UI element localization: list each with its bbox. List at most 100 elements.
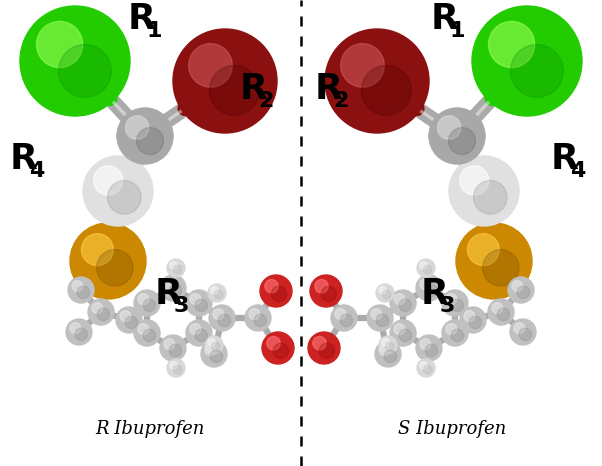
Text: R: R	[10, 142, 38, 176]
Circle shape	[81, 233, 113, 266]
Circle shape	[173, 265, 182, 274]
Circle shape	[186, 320, 212, 346]
Text: R: R	[155, 277, 183, 311]
Text: 4: 4	[29, 161, 44, 181]
Circle shape	[423, 265, 432, 274]
Circle shape	[451, 299, 464, 312]
Circle shape	[254, 314, 267, 327]
Circle shape	[341, 43, 384, 87]
Text: R: R	[315, 72, 343, 106]
Circle shape	[510, 44, 563, 97]
Circle shape	[271, 286, 287, 302]
Circle shape	[460, 307, 486, 333]
Circle shape	[68, 277, 94, 303]
Circle shape	[96, 250, 133, 286]
Circle shape	[517, 286, 530, 299]
Circle shape	[361, 65, 411, 115]
Circle shape	[382, 290, 391, 299]
Circle shape	[449, 156, 519, 226]
Circle shape	[371, 308, 382, 320]
Circle shape	[245, 305, 271, 331]
Circle shape	[375, 341, 401, 367]
Circle shape	[70, 223, 146, 299]
Circle shape	[321, 286, 337, 302]
Circle shape	[211, 287, 219, 294]
Text: 1: 1	[450, 21, 465, 41]
Text: 1: 1	[147, 21, 162, 41]
Circle shape	[376, 284, 394, 302]
Circle shape	[519, 328, 532, 341]
Circle shape	[37, 21, 82, 68]
Circle shape	[467, 233, 499, 266]
Circle shape	[340, 314, 353, 327]
Circle shape	[325, 29, 429, 133]
Circle shape	[399, 329, 412, 342]
Circle shape	[379, 287, 386, 294]
Circle shape	[134, 290, 160, 316]
Circle shape	[93, 166, 123, 195]
Text: R: R	[128, 2, 156, 36]
Circle shape	[390, 320, 416, 346]
Circle shape	[214, 290, 223, 299]
Circle shape	[379, 336, 397, 354]
Circle shape	[315, 280, 328, 293]
Text: R: R	[551, 142, 579, 176]
Circle shape	[66, 319, 92, 345]
Circle shape	[425, 284, 438, 296]
Circle shape	[331, 305, 357, 331]
Circle shape	[385, 343, 394, 351]
Circle shape	[514, 322, 525, 334]
Circle shape	[201, 341, 227, 367]
Circle shape	[218, 314, 231, 327]
Circle shape	[446, 294, 457, 305]
Circle shape	[367, 305, 393, 331]
Circle shape	[108, 180, 141, 214]
Circle shape	[488, 299, 514, 325]
Circle shape	[265, 280, 278, 293]
Circle shape	[143, 329, 155, 342]
Circle shape	[442, 320, 468, 346]
Circle shape	[464, 311, 475, 322]
Circle shape	[138, 324, 149, 335]
Text: 3: 3	[439, 296, 455, 315]
Circle shape	[376, 314, 388, 327]
Circle shape	[512, 281, 523, 292]
Circle shape	[120, 311, 131, 322]
Circle shape	[205, 336, 223, 354]
Circle shape	[267, 336, 281, 350]
Circle shape	[190, 324, 201, 335]
Circle shape	[170, 362, 177, 369]
Circle shape	[417, 259, 435, 277]
Text: 2: 2	[259, 91, 274, 111]
Circle shape	[97, 308, 110, 321]
Circle shape	[195, 329, 208, 342]
Circle shape	[456, 223, 532, 299]
Circle shape	[313, 336, 326, 350]
Circle shape	[167, 259, 185, 277]
Text: R: R	[240, 72, 268, 106]
Circle shape	[83, 156, 153, 226]
Circle shape	[384, 350, 397, 363]
Circle shape	[72, 281, 83, 292]
Circle shape	[170, 261, 177, 269]
Circle shape	[310, 275, 342, 307]
Circle shape	[446, 324, 457, 335]
Circle shape	[209, 305, 235, 331]
Circle shape	[137, 128, 164, 155]
Circle shape	[469, 316, 482, 329]
Circle shape	[492, 302, 503, 314]
Circle shape	[77, 286, 90, 299]
Circle shape	[262, 332, 294, 364]
Circle shape	[169, 344, 182, 356]
Circle shape	[420, 261, 427, 269]
Circle shape	[335, 308, 346, 320]
Text: R Ibuprofen: R Ibuprofen	[95, 420, 205, 438]
Circle shape	[209, 65, 259, 115]
Circle shape	[416, 335, 442, 361]
Circle shape	[416, 275, 442, 301]
Circle shape	[394, 324, 405, 335]
Circle shape	[379, 345, 390, 356]
Circle shape	[190, 294, 201, 305]
Circle shape	[164, 339, 175, 350]
Circle shape	[138, 294, 149, 305]
